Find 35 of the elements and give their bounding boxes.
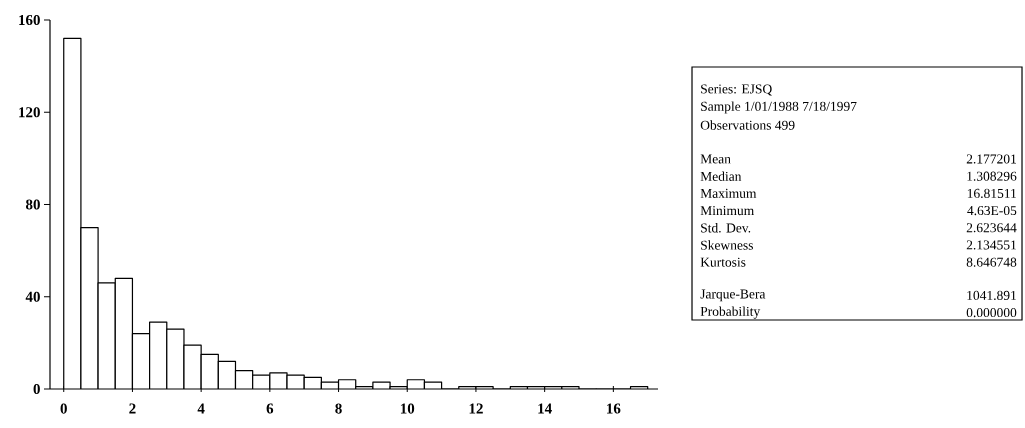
text: 1.308296 bbox=[967, 171, 1017, 181]
text: 2.623644 bbox=[966, 223, 1017, 233]
text: Minimum bbox=[700, 206, 755, 216]
text: Skewness bbox=[701, 240, 753, 250]
text: Mean bbox=[700, 154, 731, 164]
text: Observations 499 bbox=[700, 120, 795, 130]
x-tick-label: 4 bbox=[197, 403, 205, 414]
x-tick-label: 12 bbox=[469, 403, 483, 414]
y-tick-label: 120 bbox=[19, 107, 40, 118]
y-tick-label: 40 bbox=[25, 291, 40, 302]
text: 2.177201 bbox=[966, 154, 1016, 164]
text: Probability bbox=[700, 306, 761, 319]
text: Std. Dev. bbox=[701, 223, 751, 233]
x-tick-label: 14 bbox=[538, 403, 552, 414]
y-tick-label: 80 bbox=[25, 199, 40, 210]
x-tick-label: 16 bbox=[607, 403, 621, 414]
text: Series: EJSQ bbox=[701, 84, 772, 96]
text: 2.134551 bbox=[966, 240, 1016, 250]
text: 16.81511 bbox=[967, 188, 1016, 198]
text: 8.646748 bbox=[966, 257, 1017, 267]
text: Maximum bbox=[700, 188, 757, 198]
x-tick-label: 0 bbox=[60, 403, 67, 414]
text: Sample 1/01/1988 7/18/1997 bbox=[701, 101, 857, 114]
y-tick-label: 160 bbox=[19, 14, 40, 26]
text: Jarque-Bera bbox=[700, 289, 766, 302]
text: 0.000000 bbox=[966, 308, 1017, 318]
x-tick-label: 10 bbox=[400, 403, 415, 414]
x-tick-label: 6 bbox=[266, 403, 274, 414]
text: Median bbox=[700, 171, 742, 181]
text: Kurtosis bbox=[700, 257, 746, 267]
x-tick-label: 8 bbox=[335, 403, 342, 414]
x-tick-label: 2 bbox=[129, 403, 136, 414]
text: 1041.891 bbox=[967, 290, 1016, 300]
y-tick-label: 0 bbox=[33, 383, 40, 395]
text: 4.63E-05 bbox=[967, 206, 1017, 216]
